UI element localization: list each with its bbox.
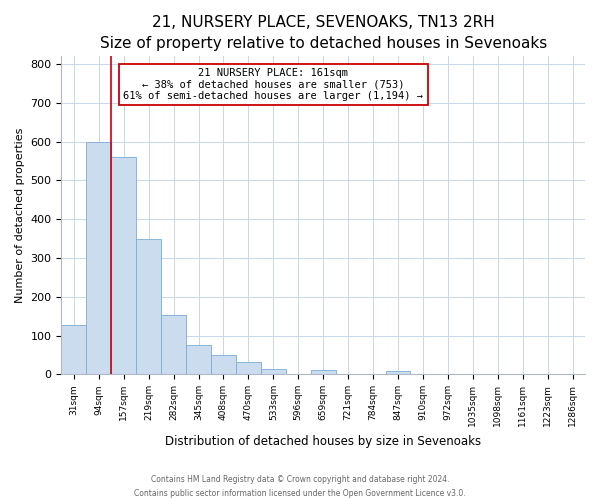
Bar <box>386 371 410 374</box>
Title: 21, NURSERY PLACE, SEVENOAKS, TN13 2RH
Size of property relative to detached hou: 21, NURSERY PLACE, SEVENOAKS, TN13 2RH S… <box>100 15 547 51</box>
Text: Contains HM Land Registry data © Crown copyright and database right 2024.
Contai: Contains HM Land Registry data © Crown c… <box>134 476 466 498</box>
Bar <box>111 157 136 374</box>
Y-axis label: Number of detached properties: Number of detached properties <box>15 128 25 303</box>
Bar <box>186 345 211 374</box>
Text: 21 NURSERY PLACE: 161sqm
← 38% of detached houses are smaller (753)
61% of semi-: 21 NURSERY PLACE: 161sqm ← 38% of detach… <box>124 68 424 101</box>
Bar <box>311 370 335 374</box>
Bar <box>261 370 286 374</box>
Bar <box>236 362 261 374</box>
Bar <box>61 324 86 374</box>
Bar <box>136 238 161 374</box>
Bar <box>161 316 186 374</box>
Bar <box>86 142 111 374</box>
X-axis label: Distribution of detached houses by size in Sevenoaks: Distribution of detached houses by size … <box>165 434 481 448</box>
Bar <box>211 355 236 374</box>
